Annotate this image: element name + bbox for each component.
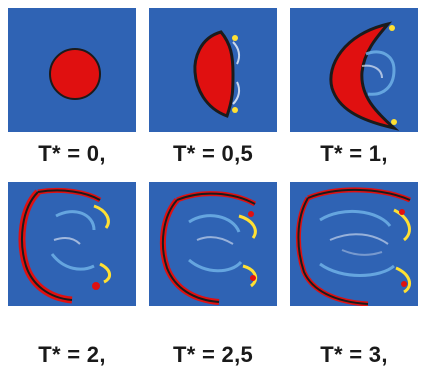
caption-t0: T* = 0,: [38, 141, 106, 166]
droplet-deforming-image: [149, 8, 277, 132]
caption-t1: T* = 1,: [320, 141, 388, 166]
droplet-crescent-image: [290, 8, 418, 132]
frame-t2: [8, 182, 136, 306]
frame-t2-5: [149, 182, 277, 306]
frame-t1: [290, 8, 418, 132]
droplet-breakup-image: [290, 182, 418, 306]
frame-t0-5: [149, 8, 277, 132]
frame-t0: [8, 8, 136, 132]
caption-t3: T* = 3,: [320, 342, 388, 367]
caption-t2: T* = 2,: [38, 342, 106, 367]
droplet-sphere-image: [8, 8, 136, 132]
droplet-breakup-image: [8, 182, 136, 306]
frame-t3: [290, 182, 418, 306]
caption-t0-5: T* = 0,5: [172, 141, 254, 166]
droplet-breakup-image: [149, 182, 277, 306]
caption-t2-5: T* = 2,5: [172, 342, 254, 367]
